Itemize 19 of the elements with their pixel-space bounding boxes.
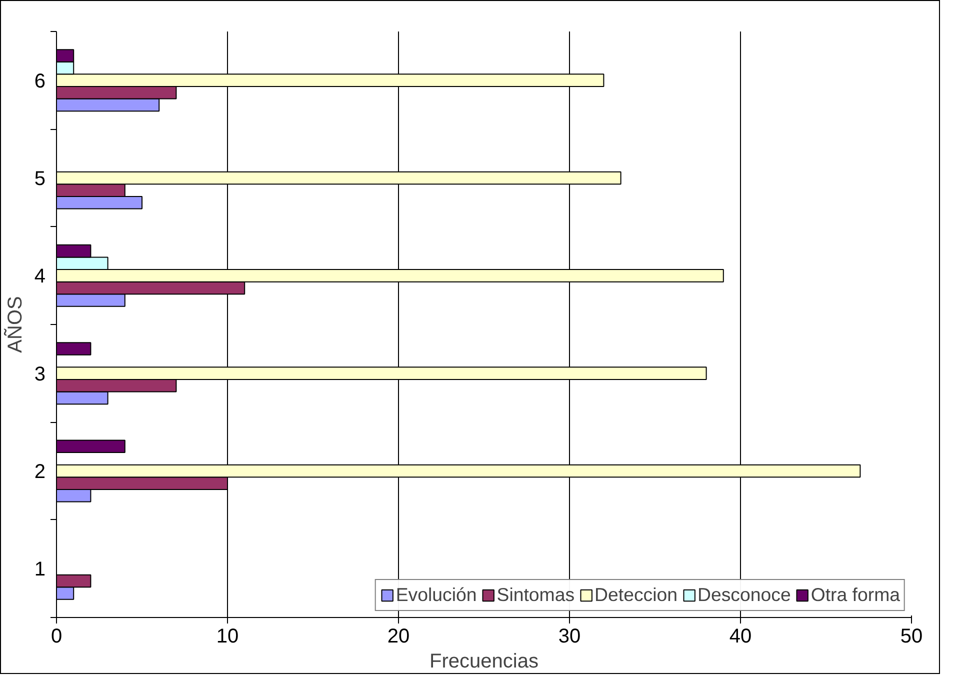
y-tick-label: 5 <box>34 168 46 190</box>
legend-label: Deteccion <box>594 584 678 606</box>
y-tick-label: 4 <box>34 266 46 288</box>
y-tick-label: 6 <box>34 70 46 92</box>
x-tick-label: 50 <box>900 626 923 648</box>
y-tick-label: 3 <box>34 363 46 386</box>
legend-label: Evolución <box>396 584 477 606</box>
x-tick-label: 10 <box>216 626 239 648</box>
x-axis-title: Frecuencias <box>430 650 538 672</box>
legend-label: Sintomas <box>496 584 575 606</box>
x-tick-label: 30 <box>558 626 581 648</box>
y-axis-title: AÑOS <box>3 296 26 353</box>
legend-label: Otra forma <box>810 584 900 606</box>
x-tick-label: 20 <box>387 626 410 648</box>
x-tick-label: 0 <box>50 626 62 648</box>
x-tick-label: 40 <box>729 626 752 648</box>
y-tick-label: 1 <box>34 558 46 581</box>
legend-label: Desconoce <box>698 584 791 606</box>
y-tick-label: 2 <box>34 461 46 483</box>
